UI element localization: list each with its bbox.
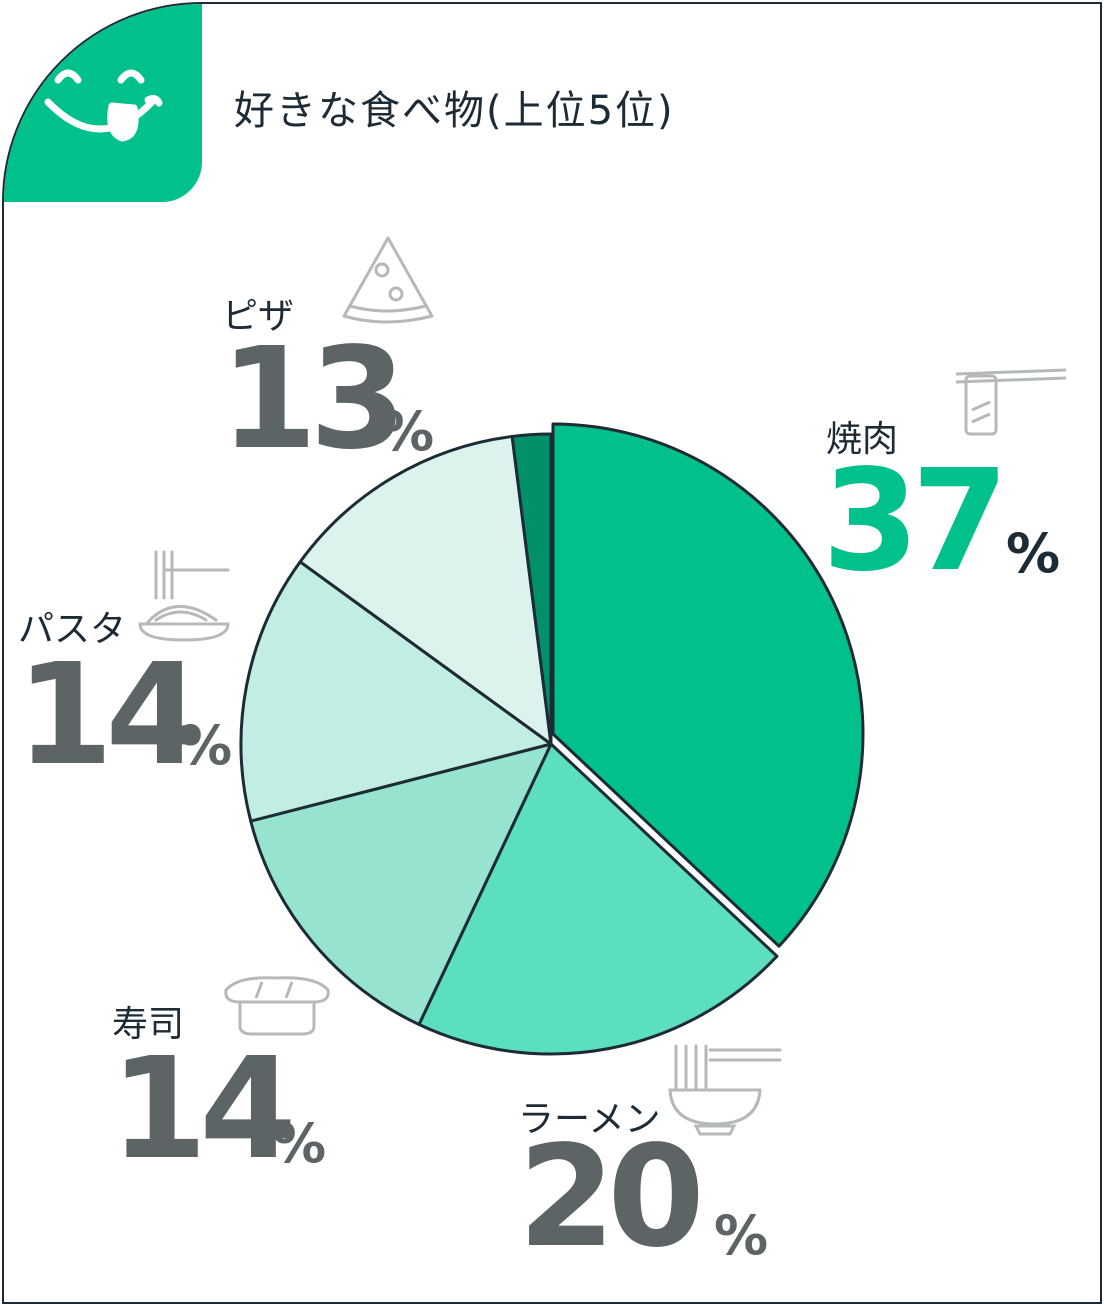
percent-sign: % xyxy=(380,400,435,463)
slice-label: 焼肉 xyxy=(826,419,899,460)
slice-value: 20 xyxy=(518,1116,705,1279)
slice-label: ピザ xyxy=(222,296,295,337)
slice-label: ラーメン xyxy=(518,1099,661,1140)
slice-label: 寿司 xyxy=(112,1004,185,1045)
pie-slice-5 xyxy=(298,434,553,746)
percent-sign: % xyxy=(178,714,233,777)
pie-slice-1 xyxy=(551,422,865,948)
yakiniku-icon xyxy=(955,368,1067,436)
smiley-tongue-icon xyxy=(44,69,163,142)
pie-slice-4 xyxy=(239,560,553,823)
slice-value: 14 xyxy=(16,634,203,797)
percent-sign: % xyxy=(714,1204,769,1267)
badge xyxy=(4,4,202,202)
slice-value: 14 xyxy=(110,1028,297,1191)
pie-slice-2 xyxy=(417,742,779,1056)
chart-title: 好きな食べ物(上位5位) xyxy=(234,88,675,134)
slice-value: 13 xyxy=(220,318,407,481)
slice-value: 37 xyxy=(822,440,1009,603)
sushi-icon xyxy=(224,976,330,1036)
percent-sign: % xyxy=(1006,522,1061,585)
ramen-icon xyxy=(668,1044,782,1136)
pizza-icon xyxy=(342,236,434,324)
slice-label: パスタ xyxy=(18,609,127,650)
pie-slice-6 xyxy=(510,432,553,746)
pasta-icon xyxy=(138,550,230,642)
percent-sign: % xyxy=(272,1112,327,1175)
pie-slice-3 xyxy=(249,742,553,1026)
